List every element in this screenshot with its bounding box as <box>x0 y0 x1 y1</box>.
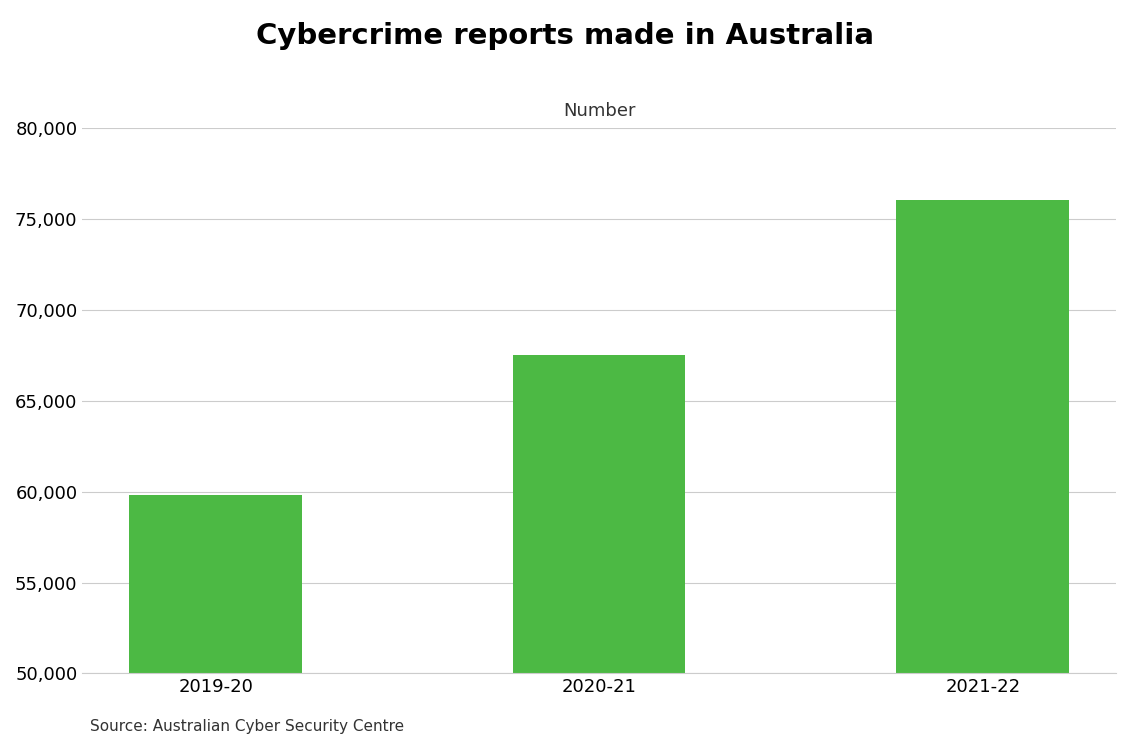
Text: Cybercrime reports made in Australia: Cybercrime reports made in Australia <box>257 22 874 50</box>
Bar <box>897 200 1069 741</box>
Bar <box>512 355 685 741</box>
Bar <box>129 495 302 741</box>
Title: Number: Number <box>563 102 636 121</box>
Text: Source: Australian Cyber Security Centre: Source: Australian Cyber Security Centre <box>90 719 405 734</box>
